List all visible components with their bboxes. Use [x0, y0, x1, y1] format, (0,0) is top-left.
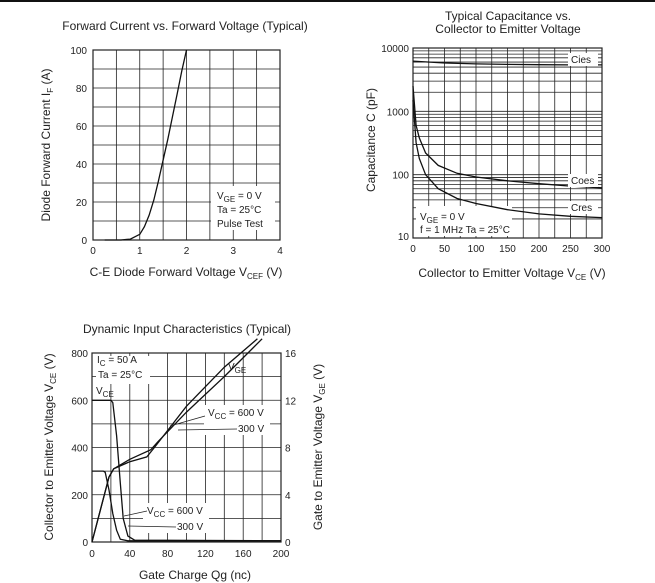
chart2-series-label-cies: Cies: [571, 55, 591, 66]
chart3-leader-line: [169, 415, 206, 427]
chart3-annotation-box: [204, 405, 270, 435]
chart3-annotation-ic: IC = 50 A: [97, 355, 137, 368]
chart3-ytick-right-label: 16: [285, 349, 297, 360]
chart3-x-axis-label: Gate Charge Qg (nc): [139, 568, 251, 582]
chart1-annotation-pulse: Pulse Test: [217, 219, 263, 230]
chart1-annotation-box: [211, 186, 275, 230]
chart2-xtick-label: 150: [499, 244, 516, 255]
chart2-annotation-box: [416, 206, 512, 236]
chart3-xtick-label: 200: [273, 549, 290, 560]
chart3-annotation-box: [96, 356, 150, 384]
chart3-xtick-label: 80: [162, 549, 174, 560]
chart2-series-label-coes: Coes: [571, 176, 594, 187]
chart3-leader-line: [177, 428, 238, 431]
chart3-annotation-vcc-300-lower: 300 V: [177, 522, 203, 533]
chart2-ytick-label: 100: [392, 171, 409, 182]
chart2-title: Typical Capacitance vs.: [445, 9, 571, 23]
chart2-series-label-bg: [568, 53, 598, 66]
chart3-annotation-vcc-600-upper: VCC = 600 V: [208, 408, 264, 421]
chart3-series-vce-600-v: [92, 399, 282, 542]
chart3-annotation-vcc-600-lower: VCC = 600 V: [147, 506, 203, 519]
chart1-title: Forward Current vs. Forward Voltage (Typ…: [62, 19, 307, 33]
chart3-y-right-axis-label: Gate to Emitter Voltage VGE (V): [311, 364, 327, 530]
chart2-series-coes: [412, 86, 603, 189]
chart2-xtick-label: 300: [594, 244, 611, 255]
chart1-x-axis-label: C-E Diode Forward Voltage VCEF (V): [90, 265, 283, 281]
chart2-xtick-label: 50: [439, 244, 451, 255]
chart1-series-line: [104, 49, 188, 241]
chart3-ytick-right-label: 0: [285, 538, 291, 549]
chart3-ytick-right-label: 4: [285, 491, 291, 502]
chart2-annotation-freq: f = 1 MHz Ta = 25°C: [420, 225, 510, 236]
chart2-frame: [412, 47, 603, 239]
chart2-ytick-label: 1000: [387, 107, 410, 118]
chart3-leader-line: [123, 510, 148, 517]
chart3-ytick-right-label: 12: [285, 396, 297, 407]
chart1-ytick-label: 100: [70, 46, 87, 57]
chart1-xtick-label: 4: [277, 246, 283, 257]
chart2-series-label-bg: [568, 201, 598, 214]
chart3-annotation-vce: VCE: [96, 386, 114, 399]
chart1-xtick-label: 2: [184, 246, 190, 257]
chart1-ytick-label: 80: [76, 84, 88, 95]
chart1-annotation-vge: VGE = 0 V: [217, 191, 262, 204]
chart3-annotation-box: [143, 503, 209, 533]
chart3-ytick-label: 0: [82, 538, 88, 549]
chart3-annotation-vge: VGE: [228, 362, 246, 375]
chart2-series-label-bg: [568, 174, 598, 187]
chart3-xtick-label: 160: [235, 549, 252, 560]
header-rule: [0, 0, 655, 2]
chart3-ytick-label: 600: [71, 396, 88, 407]
chart3-ytick-label: 800: [71, 349, 88, 360]
chart2-xtick-label: 100: [468, 244, 485, 255]
chart1-xtick-label: 0: [90, 246, 96, 257]
chart2-xtick-label: 250: [562, 244, 579, 255]
chart2-xtick-label: 0: [410, 244, 416, 255]
chart3-xtick-label: 40: [124, 549, 136, 560]
chart2-ytick-label: 10000: [381, 44, 409, 55]
chart1-y-axis-label: Diode Forward Current IF (A): [39, 69, 55, 222]
chart3-ytick-right-label: 8: [285, 444, 291, 455]
chart1-xtick-label: 3: [230, 246, 236, 257]
chart2-subtitle: Collector to Emitter Voltage: [435, 22, 581, 36]
chart1-ytick-label: 40: [76, 160, 88, 171]
chart2-annotation-vge: VGE = 0 V: [420, 212, 465, 225]
chart3-ytick-label: 200: [71, 491, 88, 502]
chart1-annotation-temp: Ta = 25°C: [217, 205, 261, 216]
chart2-series-cres: [412, 100, 603, 219]
chart2-ytick-label: 10: [398, 232, 410, 243]
chart3-y-axis-label: Collector to Emitter Voltage VCE (V): [42, 353, 58, 540]
chart1-ytick-label: 20: [76, 198, 88, 209]
chart1-ytick-label: 0: [81, 236, 87, 247]
chart2-y-axis-label: Capacitance C (pF): [364, 88, 378, 192]
chart3-xtick-label: 120: [197, 549, 214, 560]
chart2-series-label-cres: Cres: [571, 203, 592, 214]
chart2-x-axis-label: Collector to Emitter Voltage VCE (V): [418, 266, 605, 282]
chart3-frame: [91, 352, 282, 543]
chart3-title: Dynamic Input Characteristics (Typical): [83, 322, 291, 336]
chart3-xtick-label: 0: [89, 549, 95, 560]
chart2-xtick-label: 200: [531, 244, 548, 255]
chart1-ytick-label: 60: [76, 122, 88, 133]
chart3-series-vce-300-v: [92, 470, 281, 542]
chart3-series-vge-300-v: [91, 338, 258, 543]
chart3-annotation-vcc-300-upper: 300 V: [238, 424, 264, 435]
chart3-leader-line: [127, 525, 177, 528]
chart3-annotation-temp: Ta = 25°C: [98, 370, 142, 381]
chart1-xtick-label: 1: [137, 246, 143, 257]
chart3-ytick-label: 400: [71, 444, 88, 455]
